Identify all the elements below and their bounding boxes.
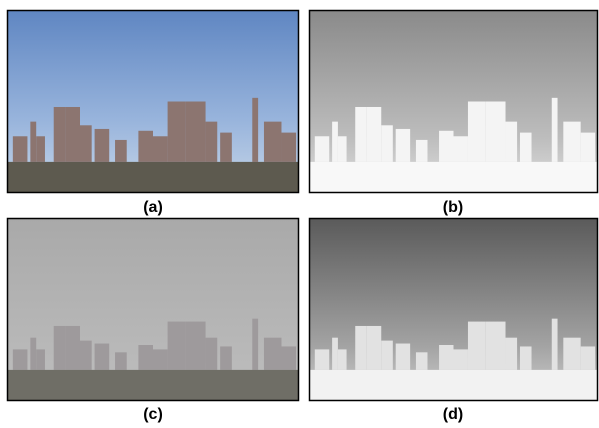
building — [332, 122, 338, 162]
building — [552, 319, 558, 370]
building — [506, 338, 518, 370]
building — [315, 136, 329, 162]
building — [206, 338, 218, 370]
building — [581, 346, 595, 369]
building — [315, 349, 329, 369]
image-panel — [309, 218, 598, 401]
building — [520, 346, 532, 369]
building — [367, 326, 381, 370]
building — [581, 133, 595, 162]
building — [95, 344, 110, 370]
building — [185, 102, 205, 162]
building — [338, 349, 347, 369]
building — [80, 341, 92, 370]
building — [381, 125, 393, 162]
caption: (b) — [443, 199, 463, 216]
building — [185, 322, 205, 370]
building — [264, 338, 282, 370]
building — [13, 136, 28, 162]
building — [220, 346, 232, 369]
building — [252, 98, 258, 162]
building — [439, 131, 453, 162]
building — [439, 345, 453, 370]
image-panel — [7, 218, 299, 401]
building — [80, 125, 92, 162]
ground — [7, 162, 299, 193]
building — [153, 136, 168, 162]
building — [355, 326, 367, 370]
building — [338, 136, 347, 162]
figure: (a) (b) (c) (d) — [0, 0, 599, 428]
building — [367, 107, 381, 162]
building — [454, 136, 468, 162]
building — [138, 131, 153, 162]
building — [65, 326, 80, 370]
building — [485, 102, 505, 162]
building — [252, 319, 258, 370]
building — [264, 122, 282, 162]
building — [95, 129, 110, 162]
caption: (c) — [143, 406, 163, 423]
ground — [309, 162, 598, 193]
caption: (a) — [143, 199, 163, 216]
building — [206, 122, 218, 162]
building — [153, 349, 168, 369]
building — [13, 349, 28, 369]
building — [563, 338, 580, 370]
building — [416, 352, 428, 370]
building — [30, 122, 36, 162]
building — [396, 344, 410, 370]
building — [65, 107, 80, 162]
image-panel — [309, 10, 598, 193]
building — [520, 133, 532, 162]
building — [281, 133, 296, 162]
building — [168, 102, 186, 162]
building — [281, 346, 296, 369]
building — [396, 129, 410, 162]
ground — [7, 370, 299, 401]
building — [552, 98, 558, 162]
building — [355, 107, 367, 162]
building — [54, 326, 66, 370]
ground — [309, 370, 598, 401]
building — [30, 338, 36, 370]
building — [115, 352, 127, 370]
building — [332, 338, 338, 370]
building — [168, 322, 186, 370]
building — [506, 122, 518, 162]
building — [563, 122, 580, 162]
building — [454, 349, 468, 369]
building — [36, 136, 45, 162]
building — [416, 140, 428, 162]
building — [485, 322, 505, 370]
building — [36, 349, 45, 369]
image-panel — [7, 10, 299, 193]
building — [381, 341, 393, 370]
building — [54, 107, 66, 162]
building — [220, 133, 232, 162]
building — [468, 322, 485, 370]
building — [138, 345, 153, 370]
page: (a) (b) (c) (d) (() => { const data = JS… — [0, 0, 599, 428]
building — [468, 102, 485, 162]
building — [115, 140, 127, 162]
caption: (d) — [443, 406, 463, 423]
